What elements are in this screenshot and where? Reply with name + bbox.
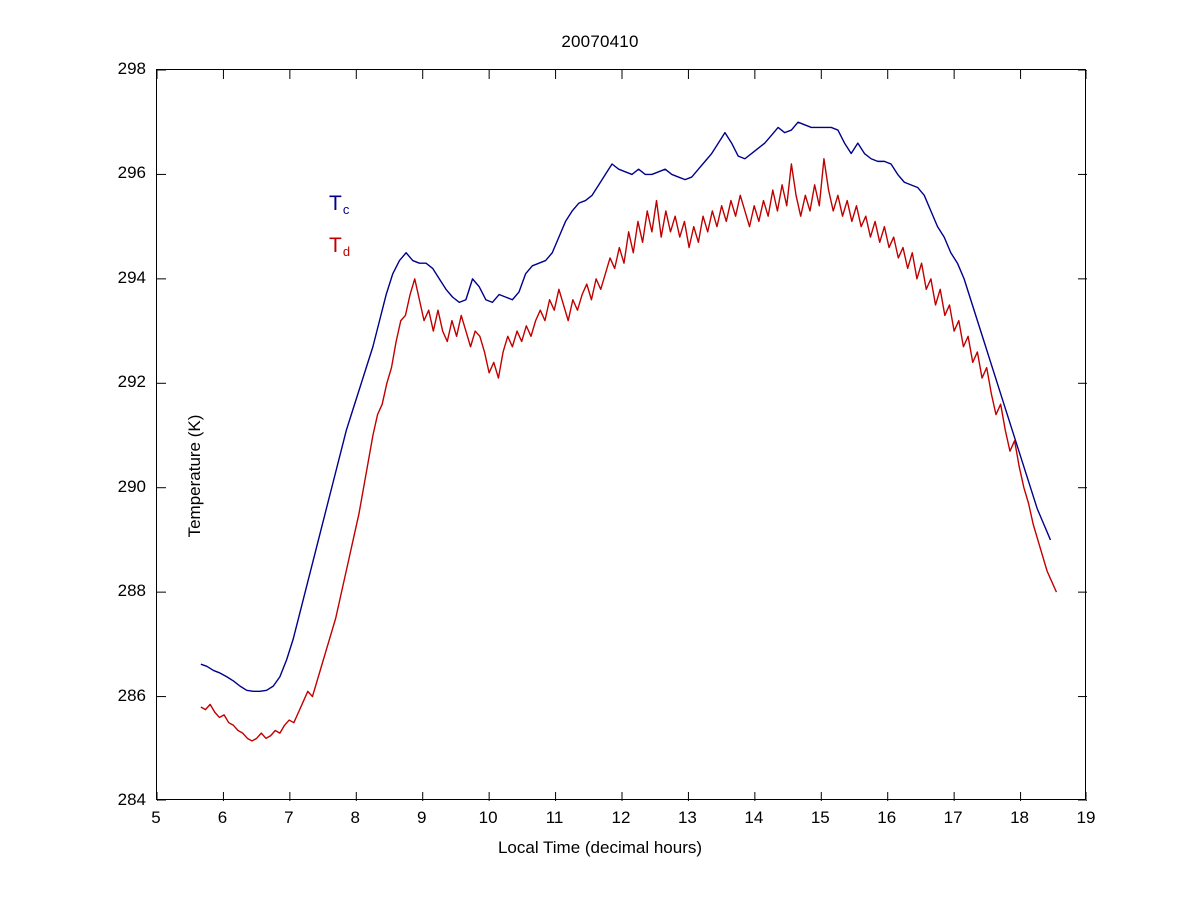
x-tick-label: 14 [744, 808, 764, 827]
x-axis-ticks [157, 70, 1087, 801]
x-tick-label: 18 [1010, 808, 1030, 827]
legend-label-tc: Tc [329, 192, 350, 217]
y-axis-ticks [157, 70, 1087, 801]
y-tick-label: 292 [117, 372, 146, 392]
x-tick-label: 19 [1076, 808, 1096, 827]
x-tick-label: 11 [545, 808, 564, 827]
x-tick-label: 13 [677, 808, 697, 827]
x-tick-label: 5 [151, 808, 161, 827]
legend-subscript: c [342, 202, 350, 217]
legend-label-td: Td [329, 234, 351, 259]
x-tick-label: 17 [943, 808, 963, 827]
data-series-group [200, 121, 1058, 742]
x-tick-label: 12 [611, 808, 631, 827]
y-tick-label: 284 [117, 790, 146, 809]
y-tick-label: 290 [117, 476, 146, 496]
y-tick-label: 286 [117, 685, 146, 705]
y-tick-label: 294 [117, 267, 146, 287]
x-tick-label: 16 [877, 808, 897, 827]
y-tick-label: 298 [117, 59, 146, 78]
x-tick-label: 7 [284, 808, 294, 827]
legend-subscript: d [342, 244, 351, 259]
legend-item-td: Td [329, 234, 351, 259]
x-tick-label: 6 [217, 808, 228, 827]
series-line-tc [200, 121, 1052, 693]
x-axis-label: Local Time (decimal hours) [497, 838, 703, 857]
x-tick-label: 8 [350, 808, 361, 827]
plot-svg [157, 70, 1087, 801]
chart-title: 20070410 [561, 32, 639, 51]
y-tick-label: 288 [117, 581, 146, 601]
x-tick-label: 10 [478, 808, 498, 827]
series-line-td [200, 158, 1058, 742]
legend-item-tc: Tc [329, 192, 350, 217]
y-axis-label: Temperature (K) [185, 414, 204, 538]
y-tick-label: 296 [117, 163, 146, 183]
x-tick-label: 15 [810, 808, 830, 827]
x-tick-label: 9 [416, 808, 427, 827]
plot-area: Tc Td Temperature (K) [156, 69, 1087, 801]
